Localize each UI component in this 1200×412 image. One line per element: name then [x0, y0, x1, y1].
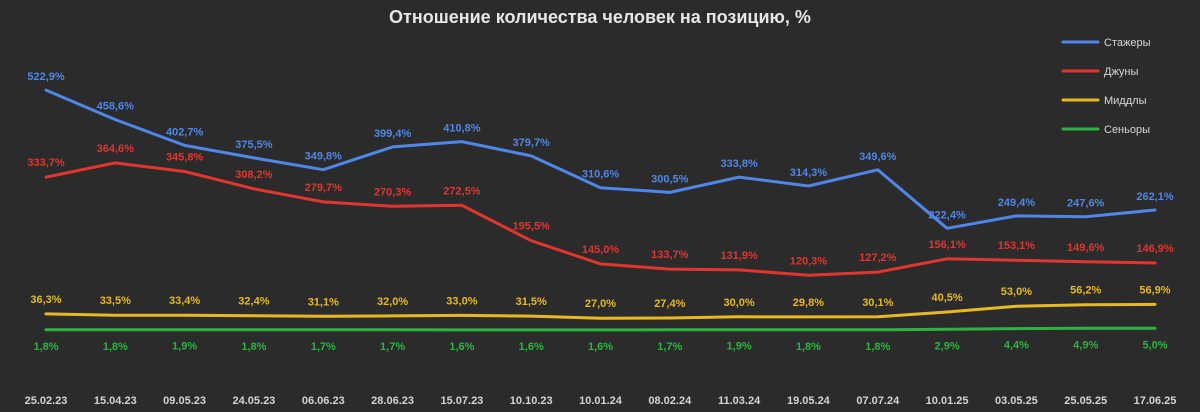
data-label: 262,1%	[1136, 191, 1174, 203]
data-label: 375,5%	[235, 139, 273, 151]
x-tick-label: 19.05.24	[787, 395, 831, 407]
data-label: 27,4%	[654, 298, 685, 310]
data-label: 32,4%	[238, 296, 269, 308]
data-label: 270,3%	[374, 186, 412, 198]
data-label: 1,8%	[796, 341, 821, 353]
x-axis-ticks: 25.02.23 15.04.23 09.05.23 24.05.23 06.06.23…	[25, 395, 1177, 407]
data-label: 1,7%	[311, 341, 336, 353]
x-tick-label: 25.02.23	[25, 395, 68, 407]
data-label: 349,8%	[305, 151, 343, 163]
x-tick-label: 10.10.23	[510, 395, 553, 407]
data-label: 195,5%	[513, 221, 551, 233]
data-label: 399,4%	[374, 128, 412, 140]
data-label: 153,1%	[998, 240, 1036, 252]
data-label: 402,7%	[166, 126, 204, 138]
x-tick-label: 24.05.23	[232, 395, 275, 407]
legend-label: Сеньоры	[1104, 124, 1150, 136]
data-label: 31,5%	[516, 296, 547, 308]
data-label: 145,0%	[582, 244, 620, 256]
data-label: 410,8%	[443, 123, 481, 135]
data-label: 522,9%	[27, 71, 65, 83]
series-lines	[44, 88, 1157, 332]
x-tick-label: 10.01.24	[579, 395, 623, 407]
data-labels: 522,9% 458,6% 402,7% 375,5% 349,8% 399,4% 410,…	[27, 71, 1174, 353]
x-tick-label: 15.04.23	[94, 395, 137, 407]
data-label: 458,6%	[97, 101, 135, 113]
data-label: 131,9%	[720, 250, 758, 262]
data-label: 33,5%	[100, 295, 131, 307]
data-label: 308,2%	[235, 169, 273, 181]
data-label: 36,3%	[30, 294, 61, 306]
legend-label: Джуны	[1104, 66, 1139, 78]
data-label: 310,6%	[582, 169, 620, 181]
data-label: 32,0%	[377, 296, 408, 308]
series-line-2	[44, 302, 1157, 320]
data-label: 279,7%	[305, 182, 343, 194]
data-label: 1,6%	[588, 341, 613, 353]
x-tick-label: 11.03.24	[718, 395, 761, 407]
data-label: 5,0%	[1142, 339, 1167, 351]
data-label: 29,8%	[793, 297, 824, 309]
data-label: 1,6%	[449, 341, 474, 353]
data-label: 1,9%	[172, 341, 197, 353]
data-label: 1,8%	[33, 341, 58, 353]
x-tick-label: 15.07.23	[440, 395, 483, 407]
data-label: 27,0%	[585, 298, 616, 310]
data-label: 120,3%	[790, 255, 828, 267]
data-label: 1,8%	[241, 341, 266, 353]
data-label: 379,7%	[513, 137, 551, 149]
data-label: 314,3%	[790, 167, 828, 179]
data-label: 4,9%	[1073, 339, 1098, 351]
data-label: 133,7%	[651, 249, 689, 261]
data-label: 30,0%	[723, 297, 754, 309]
data-label: 2,9%	[935, 340, 960, 352]
data-label: 1,6%	[519, 341, 544, 353]
data-label: 364,6%	[97, 143, 135, 155]
legend-label: Миддлы	[1104, 95, 1147, 107]
x-tick-label: 25.05.25	[1064, 395, 1107, 407]
chart-title: Отношение количества человек на позицию,…	[389, 7, 811, 27]
data-label: 30,1%	[862, 297, 893, 309]
series-line-1	[44, 161, 1157, 277]
data-label: 247,6%	[1067, 198, 1105, 210]
x-tick-label: 03.05.25	[995, 395, 1038, 407]
data-label: 33,0%	[446, 295, 477, 307]
legend: Стажеры Джуны Миддлы Сеньоры	[1061, 37, 1151, 136]
data-label: 156,1%	[928, 239, 966, 251]
data-label: 300,5%	[651, 173, 689, 185]
data-label: 40,5%	[931, 292, 962, 304]
data-label: 56,9%	[1139, 284, 1170, 296]
data-label: 56,2%	[1070, 285, 1101, 297]
x-tick-label: 28.06.23	[371, 395, 414, 407]
data-label: 31,1%	[308, 296, 339, 308]
data-label: 349,6%	[859, 151, 897, 163]
data-label: 127,2%	[859, 252, 897, 264]
data-label: 333,8%	[720, 158, 758, 170]
x-tick-label: 08.02.24	[648, 395, 692, 407]
x-tick-label: 07.07.24	[856, 395, 900, 407]
data-label: 333,7%	[27, 157, 65, 169]
x-tick-label: 09.05.23	[163, 395, 206, 407]
data-label: 1,7%	[380, 341, 405, 353]
series-line-0	[44, 88, 1157, 230]
data-label: 222,4%	[928, 209, 966, 221]
data-label: 33,4%	[169, 295, 200, 307]
data-label: 1,8%	[103, 341, 128, 353]
data-label: 345,8%	[166, 152, 204, 164]
x-tick-label: 17.06.25	[1134, 395, 1177, 407]
data-label: 1,7%	[657, 341, 682, 353]
data-label: 1,8%	[865, 341, 890, 353]
data-label: 149,6%	[1067, 242, 1105, 254]
x-tick-label: 10.01.25	[926, 395, 969, 407]
data-label: 1,9%	[727, 341, 752, 353]
data-label: 4,4%	[1004, 340, 1029, 352]
x-tick-label: 06.06.23	[302, 395, 345, 407]
data-label: 53,0%	[1001, 286, 1032, 298]
data-label: 272,5%	[443, 185, 481, 197]
data-label: 249,4%	[998, 197, 1036, 209]
legend-label: Стажеры	[1104, 37, 1151, 49]
series-line-3	[44, 326, 1157, 332]
data-label: 146,9%	[1136, 243, 1174, 255]
